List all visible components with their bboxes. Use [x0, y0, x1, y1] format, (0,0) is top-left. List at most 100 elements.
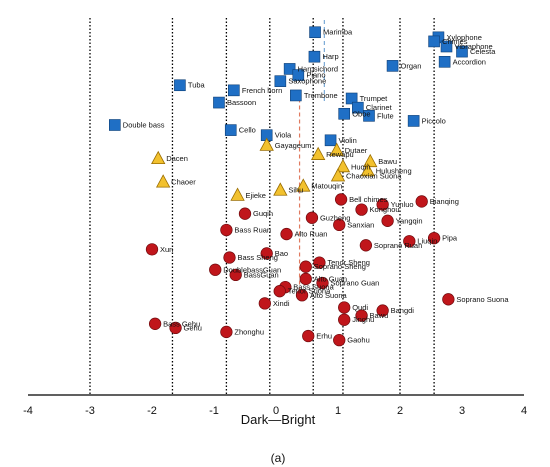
point-label: Organ	[401, 61, 422, 70]
circle-marker	[376, 304, 389, 317]
circle-marker	[355, 203, 368, 216]
triangle-marker	[330, 168, 346, 182]
circle-marker	[338, 301, 351, 314]
x-tick-label: -2	[147, 405, 157, 417]
point-label: Bass Gehu	[163, 319, 200, 328]
point-label: Vibraphone	[455, 42, 493, 51]
square-marker	[440, 40, 453, 53]
circle-marker	[209, 263, 222, 276]
point-label: Chimes	[442, 37, 468, 46]
circle-marker	[376, 198, 389, 211]
x-axis-label: Dark—Bright	[241, 412, 316, 427]
point-label: Pipa	[442, 234, 458, 243]
point-label: Soprano Ruan	[374, 241, 422, 250]
point-label: Harp	[322, 52, 338, 61]
square-marker	[274, 75, 287, 87]
point-label: Dutaer	[345, 146, 368, 155]
circle-marker	[427, 232, 441, 245]
point-label: Xun	[160, 245, 173, 254]
point-label: Bell chimes	[349, 195, 388, 204]
point-label: Alto Guan	[314, 274, 347, 283]
point-label: Matouqin	[311, 182, 342, 191]
circle-marker	[273, 285, 286, 298]
circle-marker	[313, 256, 326, 269]
square-marker	[213, 96, 225, 109]
circle-marker	[258, 297, 271, 310]
circle-marker	[403, 235, 416, 248]
circle-marker	[280, 227, 293, 241]
x-tick-label: 0	[273, 405, 279, 417]
square-marker	[324, 134, 337, 147]
point-label: Rewapu	[326, 150, 354, 159]
circle-marker	[316, 276, 329, 290]
square-marker	[456, 45, 468, 58]
circle-marker	[333, 333, 346, 347]
point-label: Gehu	[184, 323, 202, 332]
square-marker	[228, 84, 240, 97]
point-label: Gayageum	[275, 141, 312, 150]
point-label: Tenor Sheng	[327, 258, 370, 267]
point-label: Qudi	[352, 303, 368, 312]
point-label: Yunluo	[391, 200, 414, 209]
square-marker	[290, 89, 302, 102]
point-label: Liuqin	[417, 237, 437, 246]
point-label: Flute	[377, 111, 394, 120]
point-label: Tenor Suona	[288, 287, 331, 296]
circle-marker	[333, 218, 346, 232]
square-marker	[345, 92, 358, 105]
point-label: DoublebassGuan	[223, 265, 281, 274]
point-label: Bass Ruan	[234, 226, 271, 235]
x-tick-label: -3	[85, 405, 95, 417]
circle-marker	[148, 317, 162, 330]
point-label: Dacen	[166, 154, 188, 163]
point-label: Saxophone	[288, 77, 326, 86]
data-points	[109, 26, 468, 347]
triangle-marker	[151, 150, 166, 165]
dashed-guides	[298, 20, 325, 291]
square-marker	[308, 50, 321, 63]
triangle-marker	[259, 137, 274, 151]
triangle-marker	[155, 174, 171, 188]
triangle-marker	[296, 178, 311, 192]
x-tick-label: -1	[209, 405, 219, 417]
x-tick-label: 1	[335, 405, 341, 417]
square-marker	[283, 63, 296, 75]
point-label: Bawu	[378, 157, 397, 166]
point-label: Accordion	[453, 57, 486, 66]
x-tick-label: 2	[397, 405, 403, 417]
x-tick-label: 4	[521, 405, 527, 417]
circle-marker	[305, 211, 319, 224]
point-label: Guqin	[253, 209, 273, 218]
point-label: Bass Sheng	[238, 253, 278, 262]
circle-marker	[302, 329, 315, 343]
point-label: Sihu	[288, 186, 303, 195]
point-label: Konghou	[370, 205, 400, 214]
square-marker	[309, 26, 321, 39]
square-marker	[428, 35, 440, 48]
square-marker	[109, 119, 121, 131]
square-marker	[174, 79, 186, 92]
point-label: Trombone	[304, 91, 338, 100]
point-label: Jinghu	[352, 315, 374, 324]
circle-marker	[223, 251, 236, 264]
square-marker	[438, 55, 451, 68]
point-label: BassGuan	[244, 270, 279, 279]
point-label: Bass Suona	[293, 283, 334, 292]
circle-marker	[334, 193, 348, 206]
point-label: Trumpet	[360, 94, 389, 103]
point-label: Cello	[239, 126, 256, 135]
circle-marker	[145, 243, 159, 256]
point-label: Guzheng	[320, 213, 350, 222]
point-label: Alto Ruan	[295, 230, 328, 239]
point-label: Zhonghu	[234, 327, 264, 336]
point-label: Soprano Guan	[331, 279, 380, 288]
point-label: Yangqin	[396, 216, 423, 225]
circle-marker	[355, 309, 368, 322]
circle-marker	[359, 239, 373, 252]
circle-marker	[381, 214, 394, 227]
circle-marker	[299, 272, 312, 286]
point-label: Xindi	[273, 299, 290, 308]
point-label: Huqin	[351, 162, 371, 171]
point-label: Piano	[306, 71, 325, 80]
